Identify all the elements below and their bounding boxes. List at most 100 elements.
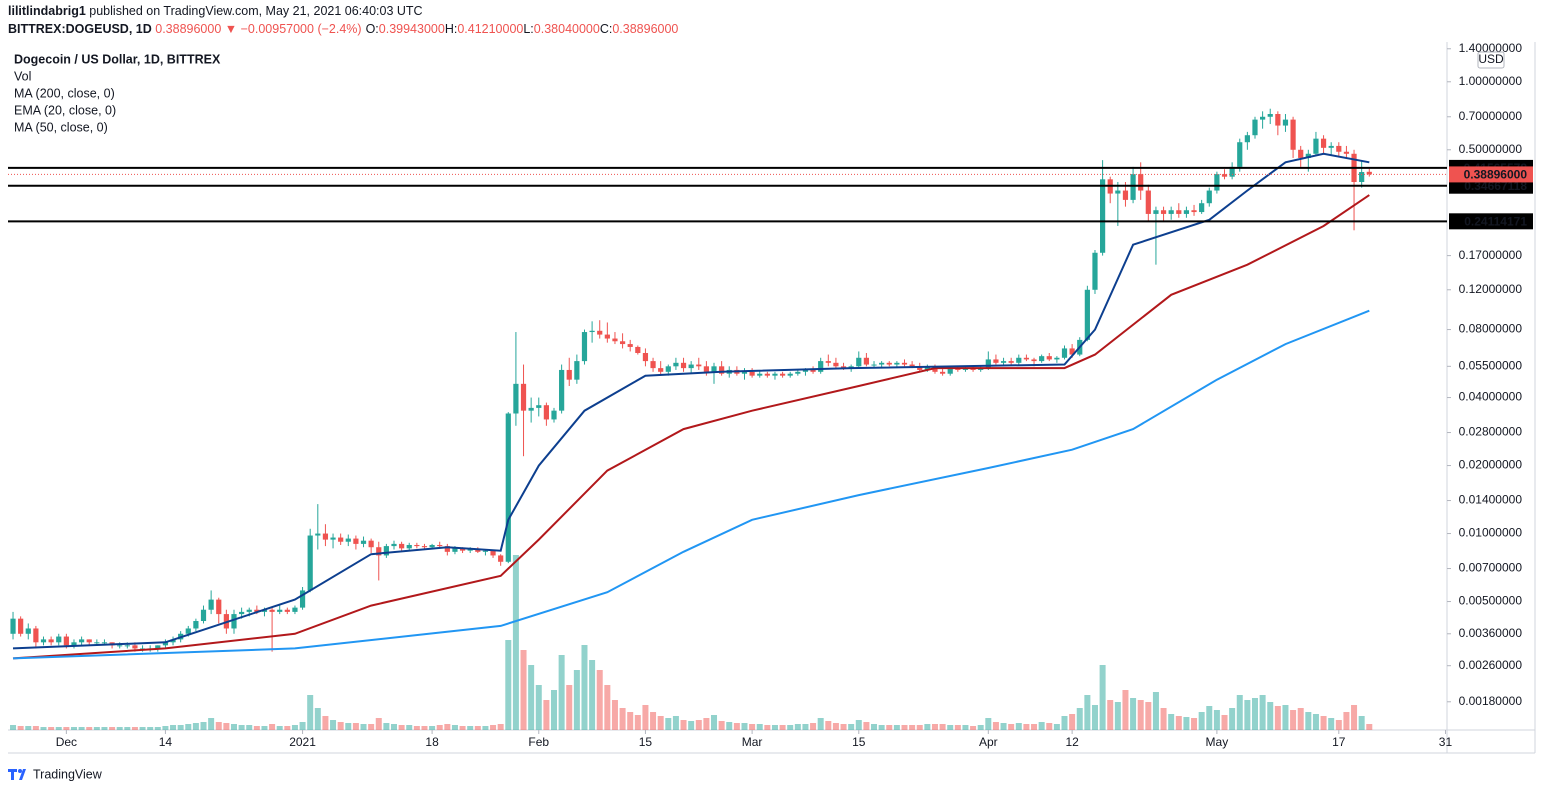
volume-bar [627,712,634,730]
candle-body [437,544,443,547]
volume-bar [55,727,62,730]
volume-bar [467,726,474,730]
volume-bar [794,724,801,730]
moving-average [12,152,1370,650]
x-tick-label: 14 [159,735,173,749]
x-tick-label: 18 [425,735,439,749]
candle-body [543,405,549,420]
volume-bar [985,718,992,730]
volume-bar [314,708,321,730]
candle-body [421,546,428,548]
candle-body [86,639,92,643]
candle-body [71,642,77,646]
candle-body [25,628,31,634]
candle-body [810,369,816,372]
candle-body [94,642,100,644]
volume-bar [93,727,100,730]
volume-bar [1168,714,1175,730]
volume-bar [10,725,17,730]
candle-body [40,639,47,643]
volume-bar [246,725,253,730]
published: published on TradingView.com, May 21, 20… [89,4,422,18]
candle-body [650,361,656,369]
candle-body [360,540,367,544]
candle-body [254,609,260,612]
candle-body [1031,359,1037,362]
candle-body [696,364,702,367]
volume-bar [1320,716,1327,730]
candle-body [322,533,329,540]
currency-box [1477,51,1505,69]
volume-bar [1236,695,1243,730]
candle-body [1267,114,1273,117]
volume-bar [299,722,306,730]
y-tick-label: 0.00500000 [1459,594,1523,608]
candle-body [48,639,54,643]
volume-bar [17,726,24,730]
volume-bar [551,690,558,730]
pane [10,108,1373,730]
x-tick-label: 31 [1439,735,1453,749]
volume-bar [611,700,618,730]
volume-bar [680,720,687,730]
candle-body [680,362,687,369]
volume-bar [1122,690,1129,730]
candle-body [277,609,283,612]
volume-bar [421,726,428,730]
volume-bar [1358,716,1365,730]
candle-body [467,549,473,551]
y-tick-label: 0.70000000 [1459,109,1523,123]
candle-body [635,346,641,353]
level-label-box [1449,213,1533,230]
volume-bar [86,727,93,730]
volume-bar [848,724,855,730]
volume-bar [291,725,298,730]
candle-body [1069,348,1075,355]
legend-entry: MA (50, close, 0) [14,120,108,134]
candle-body [711,366,717,372]
volume-bar [337,722,344,730]
candle-body [399,543,405,549]
legend-entry: EMA (20, close, 0) [14,103,116,117]
volume-bar [771,725,778,730]
candle-body [406,544,412,549]
y-tick-label: 0.00360000 [1459,626,1523,640]
volume-bar [48,727,55,730]
volume-bar [109,727,116,730]
candle-body [779,373,786,376]
y-tick-label: 0.50000000 [1459,142,1523,156]
volume-bar [230,724,237,730]
volume-bar [764,725,771,730]
volume-bar [368,724,375,730]
candle-body [879,362,885,365]
candle-body [1122,190,1129,200]
candle-body [1229,166,1235,177]
x-tick-label: 2021 [289,735,316,749]
price: 0.38896000 [155,22,221,36]
volume-bar [688,721,695,730]
candle-body [1244,135,1250,143]
volume-bar [512,555,519,730]
candle-body [1100,179,1106,253]
y-tick-label: 0.01000000 [1459,526,1523,540]
volume-bar [1206,706,1213,730]
candle-body [939,371,946,374]
volume-bar [444,724,451,730]
candle-body [589,330,595,333]
volume-bar [1366,724,1373,730]
volume-bar [276,726,283,730]
candle-body [559,369,565,411]
candle-body [1343,151,1350,154]
volume-bar [954,725,961,730]
candle-body [619,341,626,345]
volume-bar [871,724,878,730]
candle-body [1366,171,1372,175]
candle-body [505,413,511,562]
candle-body [627,344,633,347]
candle-body [1336,145,1342,152]
candle-body [825,361,831,363]
candle-body [749,371,755,376]
volume-bar [459,726,466,730]
symbol-line: BITTREX:DOGEUSD, 1D 0.38896000 ▼ −0.0095… [8,22,678,36]
volume-bar [1305,712,1312,730]
